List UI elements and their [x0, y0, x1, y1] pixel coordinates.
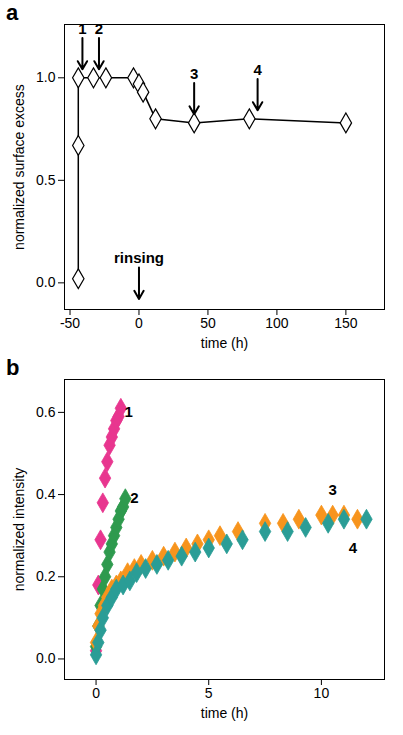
svg-text:1.0: 1.0 [36, 69, 56, 85]
svg-text:50: 50 [200, 315, 216, 331]
html-text:b: b [6, 355, 20, 380]
svg-text:3: 3 [190, 65, 198, 82]
svg-text:3: 3 [328, 481, 336, 498]
svg-text:1: 1 [125, 403, 133, 420]
svg-text:normalized surface excess: normalized surface excess [11, 84, 27, 250]
svg-text:1: 1 [78, 20, 86, 37]
svg-text:normalized intensity: normalized intensity [11, 468, 27, 592]
svg-text:4: 4 [349, 539, 358, 556]
svg-text:time (h): time (h) [201, 335, 248, 351]
svg-text:5: 5 [205, 685, 213, 701]
svg-text:4: 4 [253, 61, 262, 78]
svg-text:-50: -50 [60, 315, 80, 331]
svg-text:10: 10 [314, 685, 330, 701]
svg-text:0.5: 0.5 [36, 172, 56, 188]
svg-text:0.0: 0.0 [36, 274, 56, 290]
svg-text:0: 0 [92, 685, 100, 701]
svg-text:2: 2 [130, 489, 138, 506]
svg-text:0.6: 0.6 [36, 404, 56, 420]
svg-text:0: 0 [135, 315, 143, 331]
svg-text:2: 2 [95, 20, 103, 37]
html-text:a: a [6, 0, 19, 25]
svg-text:0.4: 0.4 [36, 486, 56, 502]
svg-text:0.0: 0.0 [36, 650, 56, 666]
svg-text:150: 150 [334, 315, 358, 331]
svg-text:100: 100 [265, 315, 289, 331]
svg-text:time (h): time (h) [201, 705, 248, 721]
svg-text:rinsing: rinsing [114, 249, 164, 266]
svg-text:0.2: 0.2 [36, 568, 56, 584]
